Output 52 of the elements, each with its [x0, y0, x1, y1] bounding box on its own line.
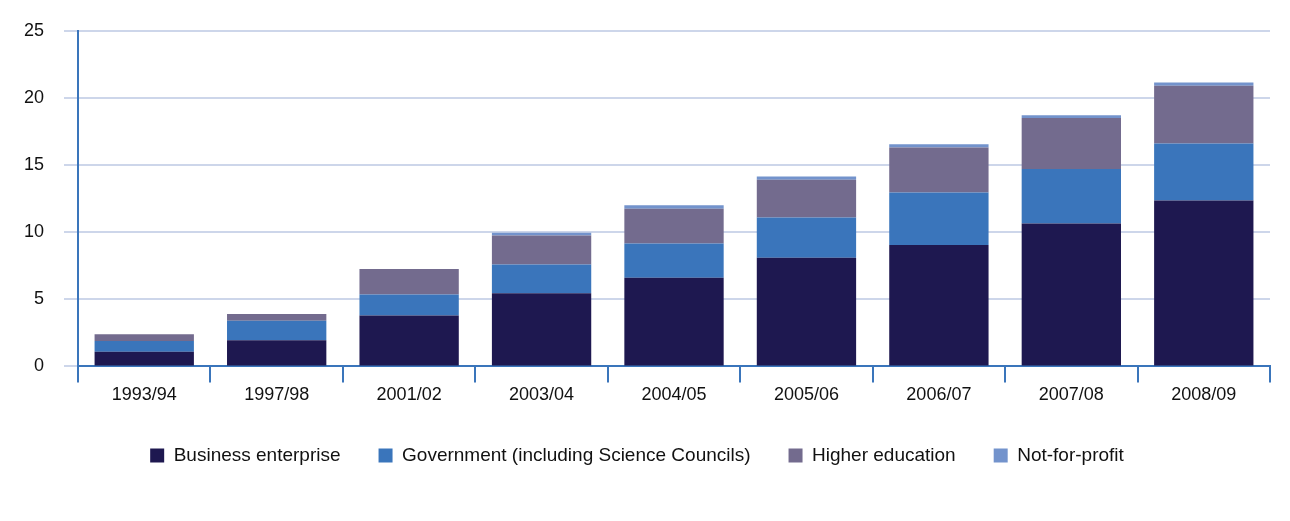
legend-label: Higher education	[812, 443, 956, 465]
bar	[624, 208, 724, 244]
bar	[227, 320, 327, 341]
y-tick-label: 0	[34, 355, 45, 376]
x-tick-label: 2008/09	[1171, 384, 1237, 405]
bar	[889, 244, 989, 366]
bar	[1021, 223, 1121, 366]
bar	[1021, 118, 1121, 170]
bar	[624, 243, 724, 278]
bar	[889, 144, 989, 148]
y-tick-label: 5	[34, 288, 45, 309]
bar	[359, 294, 459, 316]
bar	[491, 235, 592, 265]
bar	[756, 179, 857, 218]
bar	[624, 277, 724, 366]
bar	[1154, 85, 1254, 144]
bar	[227, 340, 327, 366]
bar	[94, 334, 194, 341]
bar	[491, 232, 592, 236]
x-tick-label: 2001/02	[376, 384, 442, 405]
y-tick-label: 15	[23, 154, 45, 175]
bar	[1021, 115, 1121, 119]
bar	[1154, 200, 1254, 366]
bar	[756, 257, 857, 366]
y-tick-label: 20	[23, 86, 45, 107]
bar	[94, 351, 194, 366]
x-tick-label: 2005/06	[773, 384, 839, 405]
bar	[1154, 143, 1254, 201]
bar	[359, 269, 459, 295]
y-tick-label: 10	[23, 221, 45, 242]
x-tick-label: 2003/04	[509, 384, 575, 405]
legend-label: Business enterprise	[173, 443, 341, 465]
bar	[889, 192, 989, 245]
bar	[1021, 169, 1121, 224]
bar	[756, 176, 857, 180]
bar	[491, 264, 592, 294]
x-tick-label: 1993/94	[111, 384, 177, 405]
bar	[1154, 82, 1254, 86]
x-tick-label: 1997/98	[244, 384, 310, 405]
bar	[889, 147, 989, 193]
y-tick-label: 25	[23, 19, 45, 40]
legend-label: Government (including Science Councils)	[402, 443, 751, 465]
bar	[756, 217, 857, 258]
x-tick-label: 2004/05	[641, 384, 707, 405]
bar	[94, 340, 194, 352]
bar	[359, 315, 459, 366]
x-tick-label: 2006/07	[906, 384, 972, 405]
bar	[624, 205, 724, 209]
bar	[227, 314, 327, 321]
x-tick-label: 2007/08	[1038, 384, 1104, 405]
legend-label: Not-for-profit	[1017, 443, 1125, 465]
bar	[491, 293, 592, 366]
